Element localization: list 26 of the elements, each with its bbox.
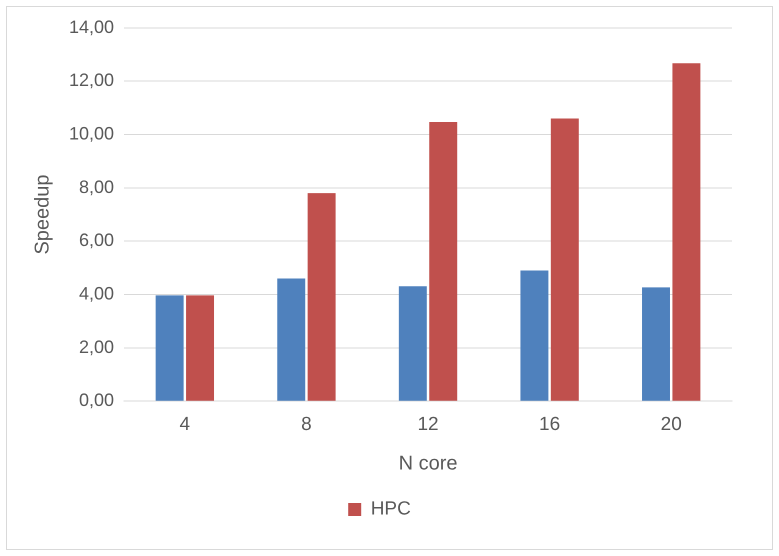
y-tick-label: 0,00 xyxy=(78,390,114,410)
bar xyxy=(156,295,184,401)
bar xyxy=(672,63,700,401)
bar xyxy=(550,118,579,401)
y-axis-title: Speedup xyxy=(32,174,54,255)
x-tick-label: 8 xyxy=(301,414,312,435)
x-tick-label: 16 xyxy=(539,414,560,435)
legend-label: HPC xyxy=(370,498,411,520)
y-tick-label: 6,00 xyxy=(78,230,114,250)
x-tick-label: 4 xyxy=(180,414,191,435)
x-tick-label: 20 xyxy=(660,414,682,435)
y-tick-label: 10,00 xyxy=(68,123,114,144)
y-tick-label: 2,00 xyxy=(78,336,114,357)
bar xyxy=(398,286,427,401)
x-axis-title: N core xyxy=(398,452,458,475)
y-tick-label: 8,00 xyxy=(78,176,114,197)
x-tick-label: 12 xyxy=(417,414,439,435)
bar xyxy=(520,270,548,401)
y-tick-label: 4,00 xyxy=(78,283,114,304)
bar xyxy=(429,122,458,401)
bar xyxy=(186,295,214,401)
y-tick-label: 12,00 xyxy=(68,70,114,90)
bar xyxy=(308,193,336,401)
bar xyxy=(642,287,670,401)
y-tick-label: 14,00 xyxy=(68,16,114,37)
bar xyxy=(277,278,306,401)
